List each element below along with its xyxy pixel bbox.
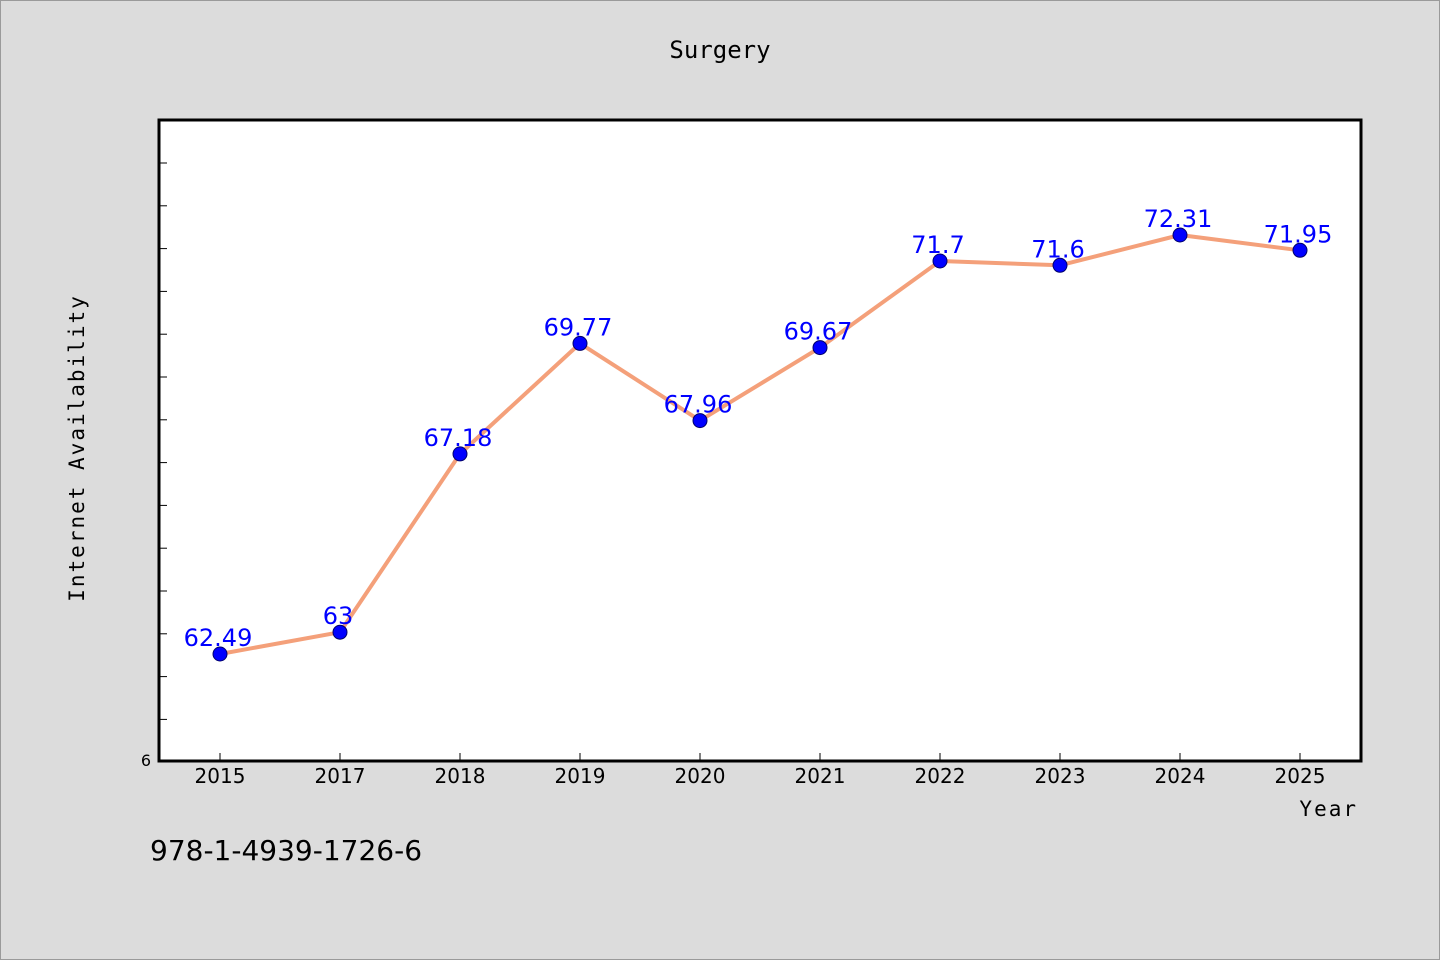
data-label: 67.96 [664, 391, 733, 419]
x-tick-label: 2024 [1155, 764, 1206, 788]
data-label: 69.67 [784, 318, 853, 346]
data-label: 63 [323, 602, 354, 630]
data-point [212, 646, 228, 662]
data-labels: 62.49 63 67.18 69.77 67.96 69.67 71.7 71.6 72.31… [184, 205, 1333, 652]
data-label: 67.18 [424, 424, 493, 452]
data-point [332, 624, 348, 640]
series-line [219, 233, 1301, 656]
data-point [1172, 227, 1188, 243]
series-line-path [219, 233, 1301, 656]
data-point [692, 413, 708, 429]
x-tick-label: 2015 [195, 764, 246, 788]
x-tick-label: 2020 [675, 764, 726, 788]
x-tick-label: 2025 [1275, 764, 1326, 788]
x-tick-label: 2023 [1035, 764, 1086, 788]
x-tick-label: 2021 [795, 764, 846, 788]
series-markers [212, 227, 1308, 662]
x-tick-label: 2018 [435, 764, 486, 788]
data-point [932, 253, 948, 269]
data-label: 71.7 [911, 231, 964, 259]
data-label: 71.95 [1264, 220, 1333, 248]
x-tick-label: 2017 [315, 764, 366, 788]
y-tick-label: 6 [141, 751, 151, 770]
x-axis-ticks: 2015 2017 2018 2019 2020 2021 2022 2023 2024 2025 [195, 753, 1326, 788]
y-axis-label: Internet Availability [65, 294, 89, 602]
data-point [812, 340, 828, 356]
data-point [572, 335, 588, 351]
chart-title: Surgery [669, 36, 771, 64]
isbn-text: 978-1-4939-1726-6 [150, 834, 423, 867]
data-point [452, 446, 468, 462]
data-label: 69.77 [544, 313, 613, 341]
data-point [1292, 242, 1308, 258]
plot-area [157, 118, 1363, 763]
data-label: 62.49 [184, 624, 253, 652]
y-axis-ticks [158, 162, 167, 720]
data-point [1052, 257, 1068, 273]
x-axis-label: Year [1299, 797, 1358, 821]
data-label: 71.6 [1031, 235, 1084, 263]
x-tick-label: 2019 [555, 764, 606, 788]
data-label: 72.31 [1144, 205, 1213, 233]
x-tick-label: 2022 [915, 764, 966, 788]
